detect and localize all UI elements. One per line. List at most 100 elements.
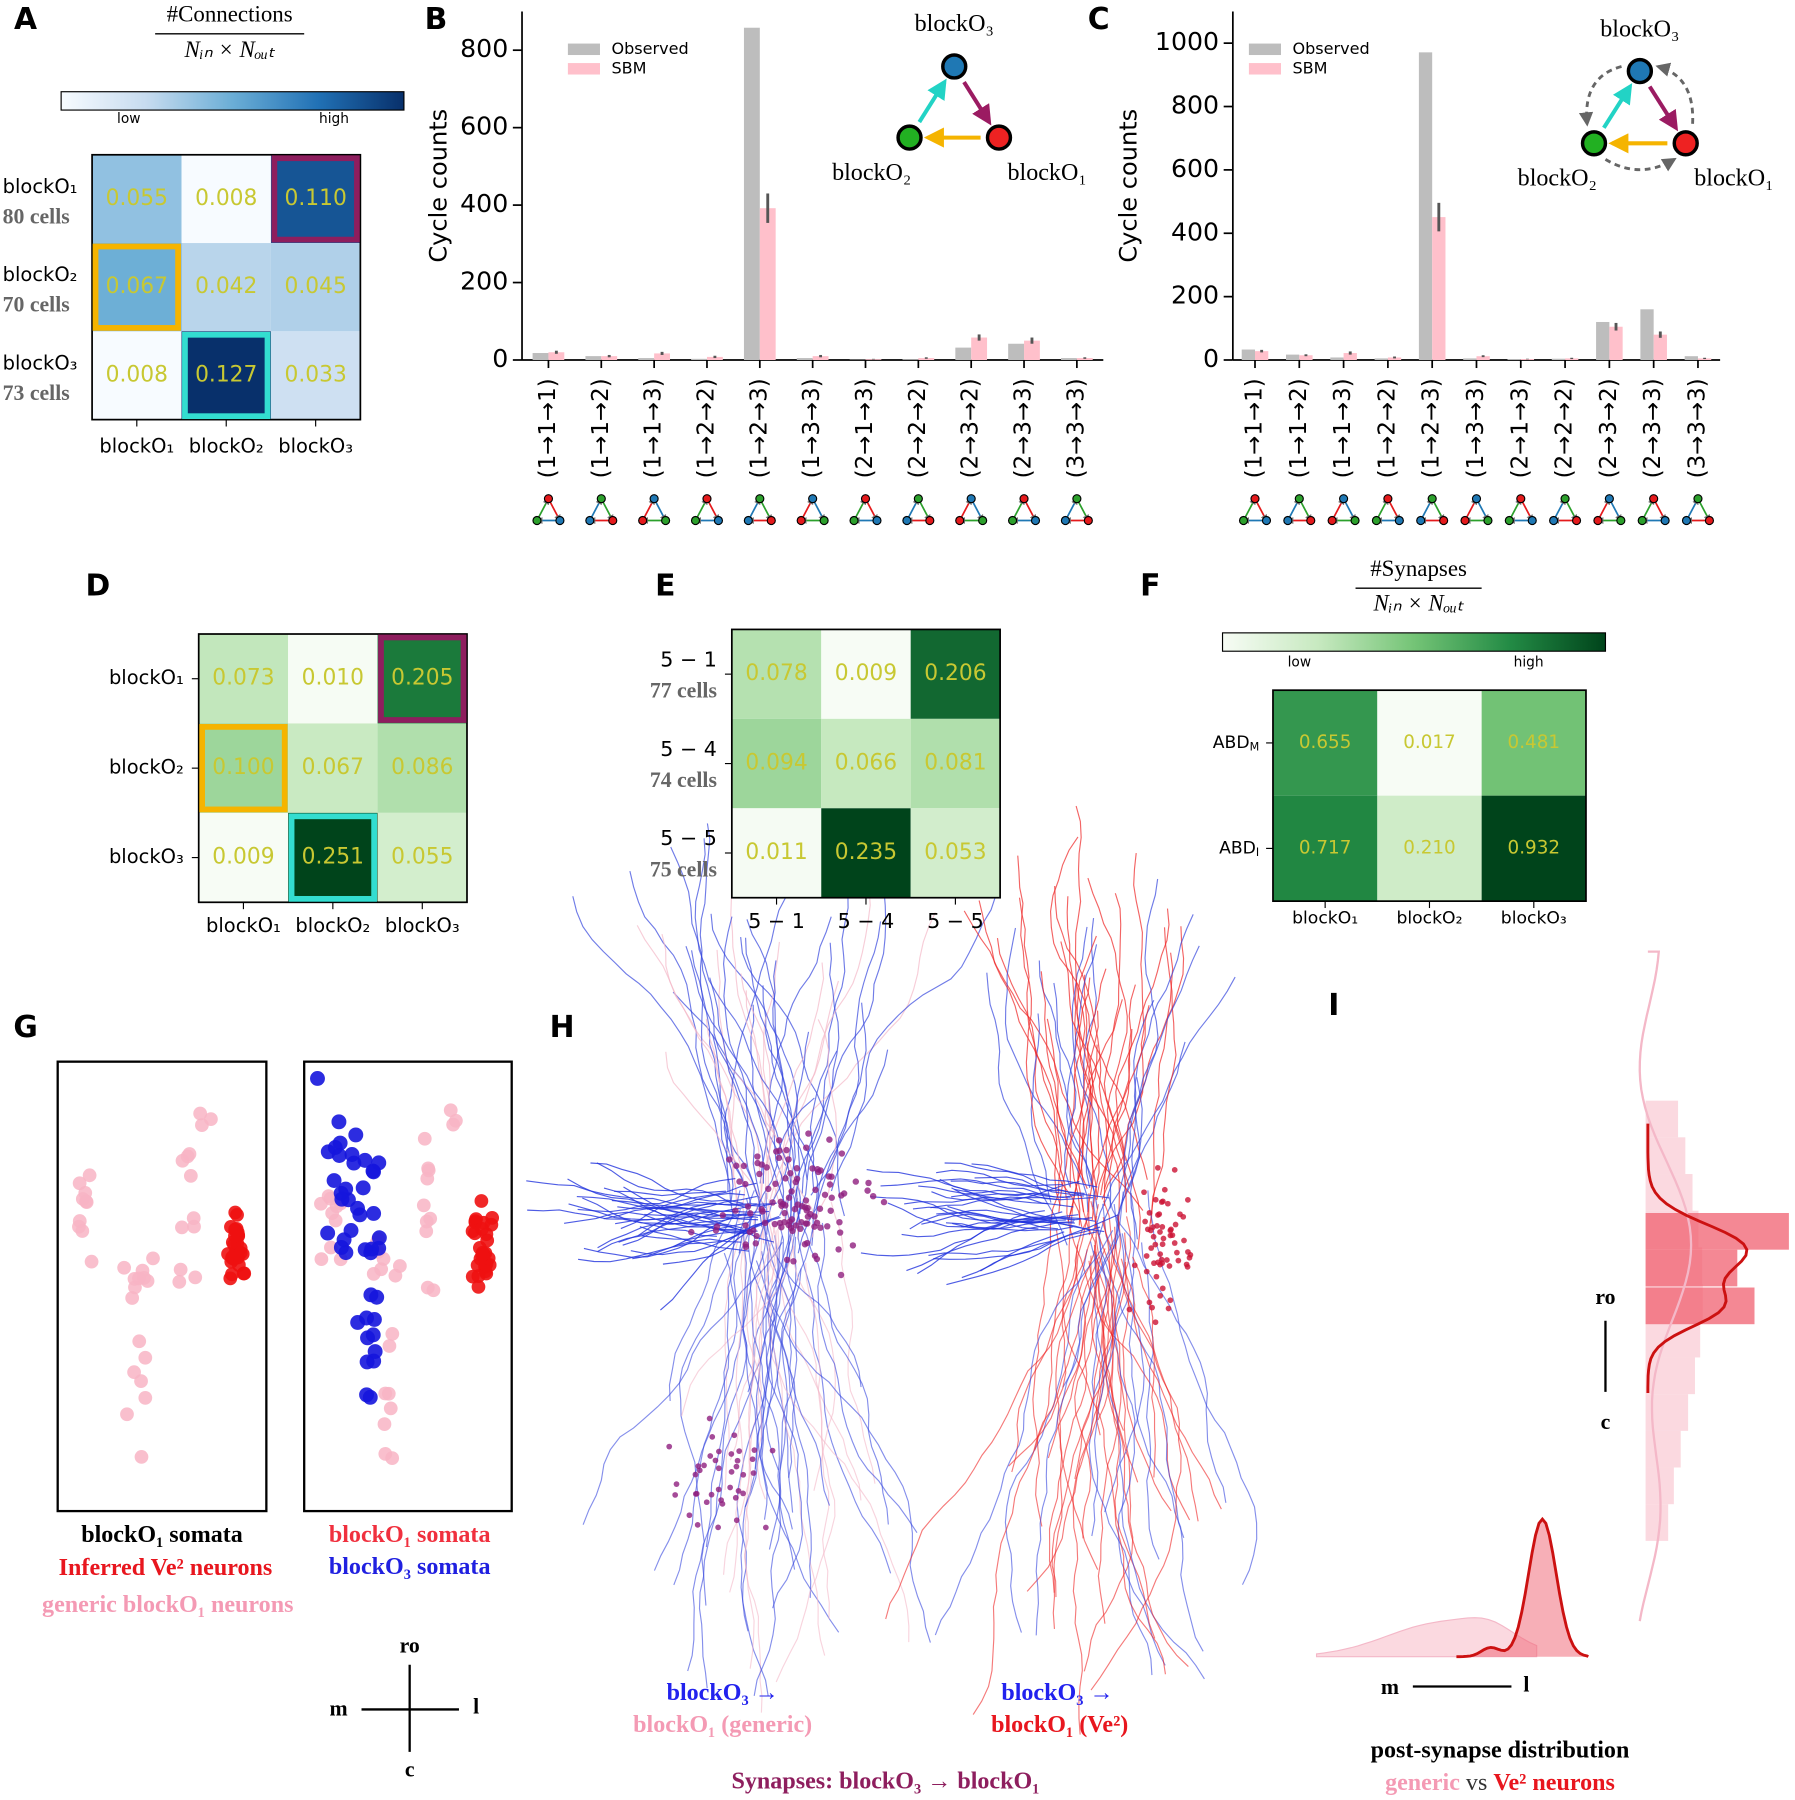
density — [1315, 1617, 1538, 1658]
synapse — [728, 1469, 735, 1475]
neurite — [1074, 1226, 1117, 1539]
neurite — [901, 1217, 1093, 1238]
neurite — [740, 936, 845, 1217]
synapse — [826, 1181, 834, 1188]
inset-label: blockO₃ — [1600, 16, 1679, 42]
synapse — [731, 1432, 738, 1439]
synapse — [1131, 1262, 1138, 1269]
y-tick-label: 0 — [1203, 344, 1219, 373]
soma — [378, 1386, 393, 1401]
highlight — [199, 724, 288, 813]
heatmap-cell — [1272, 795, 1378, 902]
cell-value: 0.045 — [284, 274, 346, 299]
synapse — [835, 1246, 842, 1253]
bar — [1241, 349, 1255, 360]
neurite — [1058, 999, 1123, 1214]
heatmap-cell — [181, 243, 271, 332]
x-tick-label: (2→2→2) — [1552, 378, 1578, 478]
neurite — [921, 1213, 1048, 1225]
row-sublabel: 74 cells — [650, 768, 717, 792]
cell-value: 0.078 — [745, 661, 807, 686]
y-tick-label: 200 — [460, 267, 508, 296]
icon-node — [1527, 515, 1537, 526]
x-tick-label: (1→1→3) — [1330, 378, 1356, 478]
inset-dashed-arrow — [1578, 65, 1622, 127]
icon-node — [1504, 515, 1514, 526]
synapse — [821, 1191, 829, 1198]
neurite — [1114, 999, 1155, 1249]
icon-node — [532, 515, 542, 526]
neurite — [1148, 927, 1177, 1229]
icon-node — [1637, 515, 1647, 526]
neurite — [1112, 1077, 1143, 1250]
icon-node — [1693, 494, 1703, 504]
icon-node — [1604, 494, 1614, 504]
soma — [320, 1225, 336, 1241]
synapse — [794, 1201, 802, 1208]
neurite — [1123, 945, 1200, 1189]
cell-value: 0.251 — [302, 845, 364, 870]
frame — [303, 1060, 513, 1513]
column-label: blockO₃ — [1501, 908, 1567, 928]
x-tick-label: (3→3→3) — [1063, 378, 1089, 478]
synapse — [1186, 1254, 1193, 1261]
neurite — [961, 1231, 1065, 1279]
soma — [120, 1407, 134, 1422]
neurite — [597, 1210, 719, 1253]
synapse — [785, 1194, 793, 1201]
icon-node — [1072, 494, 1082, 504]
bar — [1076, 358, 1093, 360]
caption: blockO₁ somata — [81, 1522, 243, 1548]
synapse — [762, 1524, 769, 1531]
soma — [385, 1327, 400, 1341]
icon-node — [849, 515, 859, 526]
icon-node — [1030, 515, 1041, 526]
cell-value: 0.055 — [106, 186, 168, 211]
synapse — [1184, 1197, 1191, 1203]
inset-label: blockO₃ — [915, 11, 994, 37]
neurite — [749, 1224, 782, 1697]
heatmap-cell — [270, 331, 361, 420]
neurite — [1096, 1028, 1133, 1201]
neurite — [1076, 935, 1128, 1213]
bar — [1432, 217, 1446, 360]
synapse — [787, 1224, 795, 1232]
icon-node — [585, 515, 595, 526]
highlight — [92, 243, 181, 331]
synapse — [816, 1205, 824, 1212]
cell-value: 0.235 — [835, 840, 897, 865]
synapse — [813, 1219, 821, 1227]
density — [1646, 1123, 1749, 1393]
colorbar-label: low — [1288, 655, 1311, 671]
neurite — [687, 1230, 747, 1672]
legend-label: SBM — [1292, 58, 1327, 77]
soma — [355, 1180, 371, 1196]
synapse — [1141, 1189, 1147, 1196]
neurite — [1008, 1216, 1090, 1467]
icon-node — [860, 494, 871, 504]
neurite — [1132, 1256, 1156, 1478]
soma — [392, 1259, 407, 1273]
soma — [84, 1254, 99, 1269]
neurite — [974, 1176, 1085, 1197]
neurite — [944, 1162, 1085, 1195]
bar — [1343, 353, 1357, 360]
icon-node — [1306, 515, 1316, 526]
inset-dashed-arrow — [1604, 157, 1677, 172]
neurite — [762, 1212, 831, 1506]
icon-node — [1416, 515, 1426, 526]
bar — [1330, 357, 1344, 360]
soma — [419, 1224, 434, 1239]
synapse — [798, 1218, 805, 1226]
soma — [421, 1163, 436, 1178]
neurite — [743, 1225, 776, 1669]
icon-node — [1350, 515, 1360, 526]
x-tick-label: (2→3→2) — [1596, 378, 1622, 478]
cell-value: 0.008 — [195, 186, 257, 211]
synapse — [666, 1443, 673, 1450]
synapse — [673, 1481, 680, 1487]
synapse — [765, 1185, 772, 1193]
x-tick-label: (1→1→3) — [641, 378, 667, 478]
neurite — [1030, 1013, 1052, 1203]
